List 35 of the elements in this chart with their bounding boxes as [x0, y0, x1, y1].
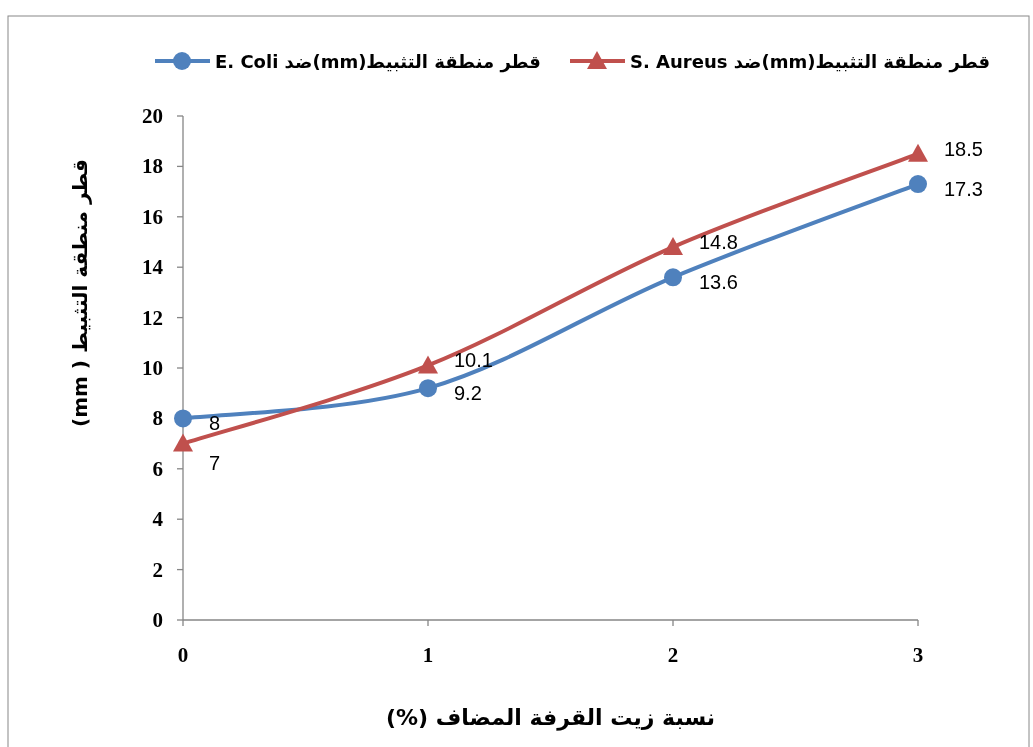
y-axis-title: قطر منطقة التثبيط ( mm)	[68, 159, 92, 427]
legend-label: قطر منطقة التثبيط(mm)ضد S. Aureus	[630, 51, 991, 73]
data-label: 18.5	[944, 137, 983, 160]
y-tick-label: 12	[142, 305, 163, 330]
data-label: 14.8	[699, 231, 738, 254]
data-label: 10.1	[454, 349, 493, 372]
y-tick-label: 16	[142, 204, 163, 229]
point	[909, 175, 927, 194]
x-axis-title: نسبة زيت القرفة المضاف (%)	[385, 705, 716, 731]
point	[173, 433, 193, 452]
point	[663, 237, 683, 256]
data-label: 8	[209, 412, 221, 435]
x-tick-label: 2	[667, 643, 679, 667]
point	[174, 409, 192, 428]
y-tick-label: 8	[152, 406, 163, 431]
y-tick-label: 2	[152, 557, 163, 582]
y-tick-label: 6	[152, 456, 163, 481]
point	[664, 268, 682, 287]
point	[418, 355, 438, 374]
point	[908, 143, 928, 162]
point	[419, 379, 437, 398]
x-tick-label: 3	[912, 643, 924, 667]
x-tick-label: 1	[422, 643, 434, 667]
y-tick-label: 18	[142, 154, 163, 179]
y-tick-label: 4	[152, 507, 164, 532]
y-tick-label: 20	[142, 104, 163, 128]
data-label: 9.2	[454, 382, 482, 405]
legend-label: قطر منطقة التثبيط(mm)ضد E. Coli	[215, 51, 541, 73]
x-tick-label: 0	[177, 643, 189, 667]
data-label: 17.3	[944, 178, 983, 201]
y-tick-label: 14	[142, 255, 164, 280]
y-tick-label: 10	[142, 356, 163, 380]
data-label: 7	[209, 451, 221, 474]
data-label: 13.6	[699, 271, 738, 294]
y-tick-label: 0	[152, 608, 163, 632]
